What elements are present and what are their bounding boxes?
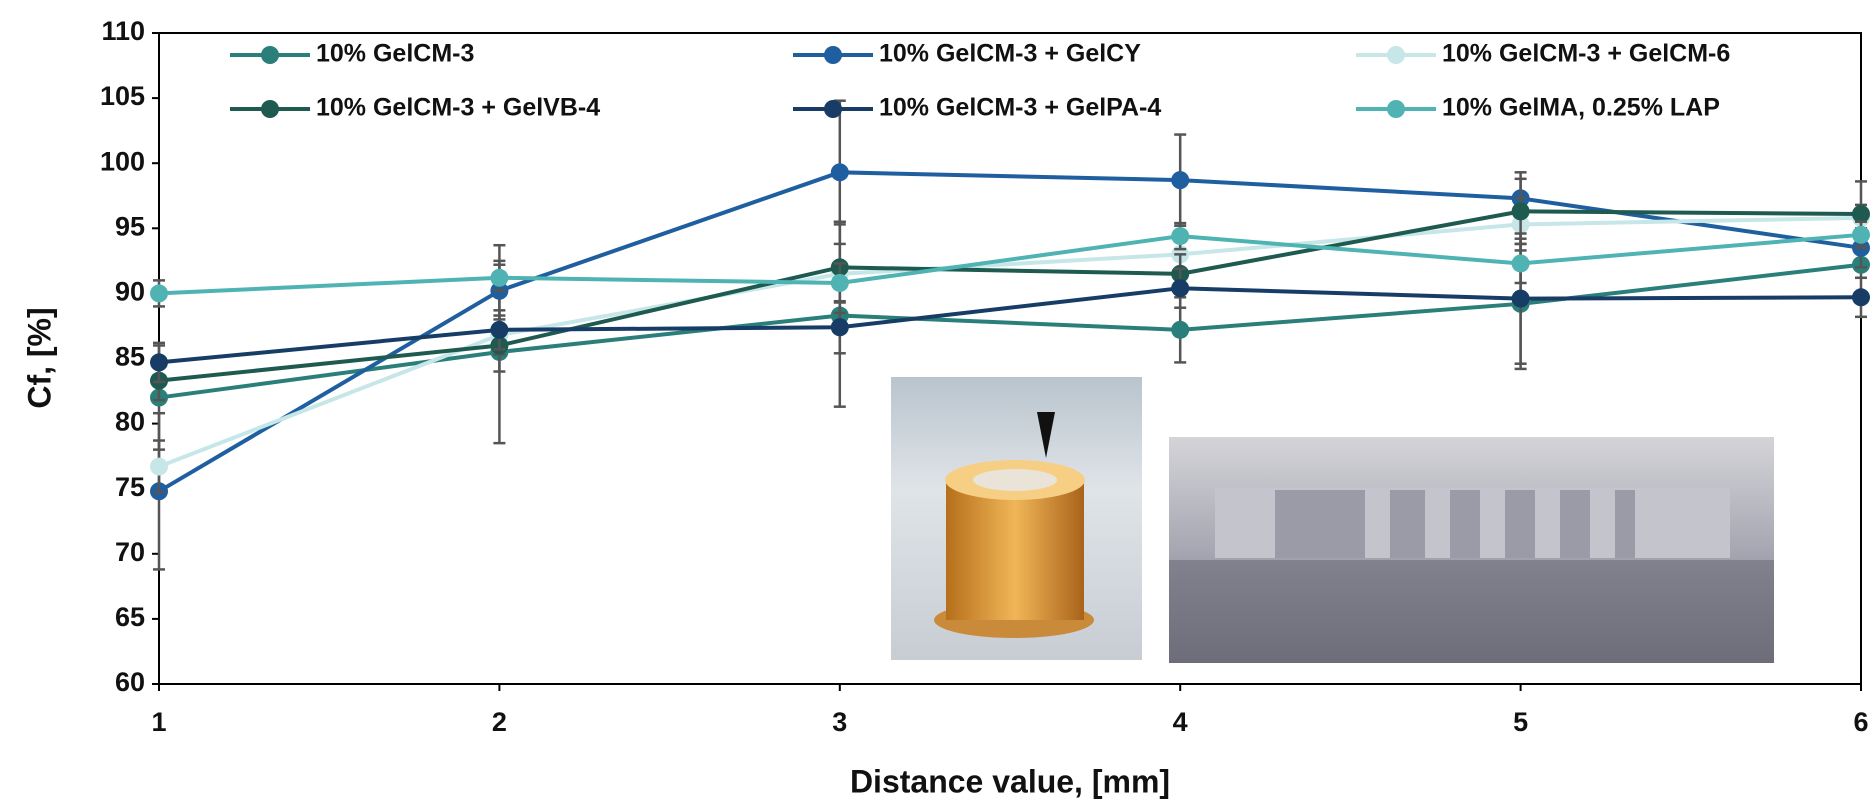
- y-tick-label: 95: [115, 211, 145, 241]
- x-axis-title: Distance value, [mm]: [850, 763, 1170, 799]
- legend-label: 10% GelCM-3: [316, 40, 474, 68]
- y-tick-label: 110: [101, 16, 145, 46]
- y-tick-label: 65: [115, 602, 145, 632]
- data-point: [1852, 204, 1870, 223]
- data-point: [830, 163, 849, 182]
- x-tick-label: 1: [151, 707, 166, 737]
- data-point: [150, 457, 168, 476]
- legend-label: 10% GelCM-3 + GelCY: [879, 40, 1141, 68]
- legend-marker: [824, 100, 842, 118]
- legend-marker: [1387, 46, 1405, 64]
- photo-cylinder: [891, 377, 1142, 660]
- series-line: [158, 215, 1862, 469]
- y-tick-label: 70: [115, 537, 145, 567]
- y-tick-label: 90: [115, 277, 145, 307]
- data-point: [490, 320, 509, 339]
- y-axis-title: Cf, [%]: [21, 307, 57, 408]
- x-tick-label: 3: [832, 707, 847, 737]
- y-tick-label: 75: [115, 472, 145, 502]
- legend-marker: [261, 100, 279, 118]
- series-line: [158, 232, 1862, 296]
- legend-marker: [824, 46, 842, 64]
- legend-label: 10% GelCM-3 + GelVB-4: [316, 94, 600, 122]
- data-point: [150, 353, 168, 372]
- x-tick-label: 4: [1173, 707, 1188, 737]
- data-point: [830, 273, 849, 292]
- y-tick-label: 105: [100, 81, 145, 111]
- legend-label: 10% GelMA, 0.25% LAP: [1442, 94, 1720, 122]
- data-point: [1852, 288, 1870, 307]
- data-point: [490, 268, 509, 287]
- data-point: [1511, 254, 1530, 273]
- legend-marker: [261, 46, 279, 64]
- y-tick-label: 80: [115, 407, 145, 437]
- data-point: [1171, 227, 1190, 246]
- data-point: [150, 284, 168, 303]
- legend-label: 10% GelCM-3 + GelPA-4: [879, 94, 1161, 122]
- data-point: [1511, 289, 1530, 308]
- y-tick-label: 85: [115, 342, 145, 372]
- series-line: [158, 209, 1862, 383]
- x-tick-label: 6: [1853, 707, 1868, 737]
- photo-structure: [1169, 437, 1774, 663]
- data-point: [1852, 225, 1870, 244]
- data-point: [830, 318, 849, 337]
- x-tick-label: 2: [492, 707, 507, 737]
- series-line: [158, 286, 1862, 365]
- legend-marker: [1387, 100, 1405, 118]
- y-tick-label: 60: [115, 667, 145, 697]
- data-point: [1511, 202, 1530, 221]
- y-tick-label: 100: [100, 146, 145, 176]
- series-line: [157, 170, 1862, 494]
- data-point: [1171, 279, 1190, 298]
- x-tick-label: 5: [1513, 707, 1528, 737]
- data-point: [1171, 171, 1190, 190]
- legend-label: 10% GelCM-3 + GelCM-6: [1442, 40, 1730, 68]
- data-point: [1171, 320, 1190, 339]
